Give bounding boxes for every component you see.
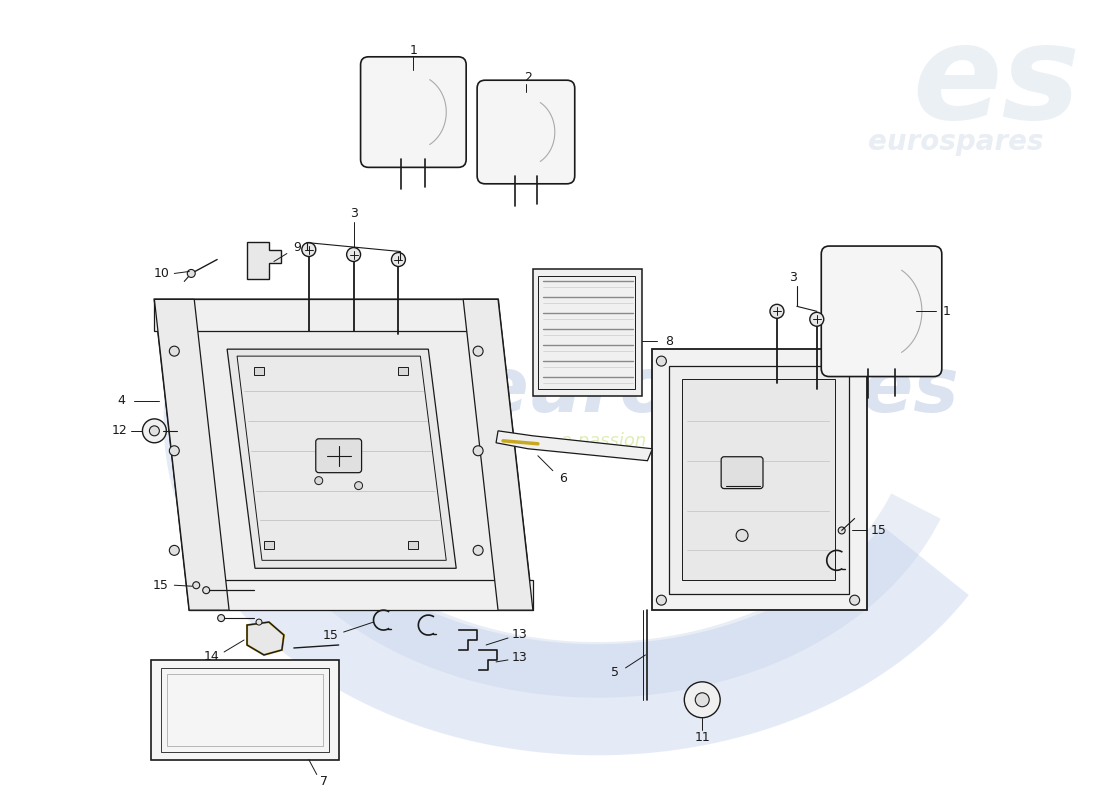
Circle shape	[810, 312, 824, 326]
Text: 11: 11	[694, 731, 711, 744]
Polygon shape	[154, 299, 532, 610]
Polygon shape	[189, 580, 532, 610]
Circle shape	[202, 586, 210, 594]
Polygon shape	[248, 622, 284, 655]
Circle shape	[849, 595, 859, 605]
Circle shape	[657, 595, 667, 605]
Circle shape	[684, 682, 721, 718]
Text: 6: 6	[559, 472, 566, 485]
Text: 13: 13	[513, 651, 528, 665]
FancyBboxPatch shape	[822, 246, 942, 377]
Text: 15: 15	[322, 629, 339, 642]
Circle shape	[346, 247, 361, 262]
FancyBboxPatch shape	[722, 457, 763, 489]
Circle shape	[473, 346, 483, 356]
Circle shape	[142, 419, 166, 442]
Text: 8: 8	[666, 334, 673, 348]
Text: 3: 3	[350, 207, 358, 220]
Circle shape	[770, 304, 784, 318]
Text: 2: 2	[524, 70, 532, 84]
Text: 10: 10	[153, 267, 169, 280]
Text: eurospares: eurospares	[476, 354, 958, 428]
Circle shape	[736, 530, 748, 542]
Circle shape	[169, 446, 179, 456]
Polygon shape	[463, 299, 532, 610]
Bar	[254, 367, 264, 375]
Circle shape	[695, 693, 710, 706]
Polygon shape	[248, 242, 280, 279]
Circle shape	[192, 582, 200, 589]
Polygon shape	[670, 366, 849, 594]
Circle shape	[169, 546, 179, 555]
Circle shape	[301, 242, 316, 257]
Text: 15: 15	[870, 524, 887, 537]
Text: 9: 9	[293, 241, 300, 254]
Polygon shape	[154, 299, 498, 331]
Polygon shape	[152, 660, 339, 759]
Text: 3: 3	[789, 271, 796, 284]
Text: 15: 15	[153, 578, 168, 592]
Circle shape	[150, 426, 160, 436]
FancyBboxPatch shape	[316, 439, 362, 473]
Polygon shape	[682, 379, 835, 580]
Polygon shape	[652, 349, 867, 610]
Text: 4: 4	[118, 394, 125, 407]
Polygon shape	[227, 349, 456, 568]
Polygon shape	[154, 299, 229, 610]
Text: 13: 13	[513, 627, 528, 641]
Circle shape	[187, 270, 195, 278]
Text: 7: 7	[320, 775, 328, 788]
FancyBboxPatch shape	[477, 80, 574, 184]
Polygon shape	[496, 431, 652, 461]
Bar	[398, 367, 408, 375]
Circle shape	[838, 527, 845, 534]
Circle shape	[169, 346, 179, 356]
Circle shape	[256, 619, 262, 625]
Polygon shape	[238, 356, 447, 560]
Polygon shape	[189, 322, 498, 590]
Circle shape	[354, 482, 363, 490]
Circle shape	[218, 614, 224, 622]
Text: a passion for parts since 1985: a passion for parts since 1985	[561, 432, 833, 450]
Text: 1: 1	[943, 305, 950, 318]
FancyBboxPatch shape	[361, 57, 466, 167]
Circle shape	[657, 356, 667, 366]
Text: es: es	[912, 18, 1080, 146]
Bar	[264, 542, 274, 550]
Circle shape	[849, 356, 859, 366]
Text: 12: 12	[112, 424, 128, 438]
Bar	[408, 542, 418, 550]
Circle shape	[473, 546, 483, 555]
Text: eurospares: eurospares	[869, 128, 1044, 156]
Circle shape	[315, 477, 322, 485]
Text: 5: 5	[610, 666, 618, 679]
Text: 14: 14	[204, 650, 219, 663]
Circle shape	[392, 253, 406, 266]
Text: 1: 1	[409, 44, 417, 57]
Polygon shape	[532, 270, 642, 396]
Circle shape	[473, 446, 483, 456]
